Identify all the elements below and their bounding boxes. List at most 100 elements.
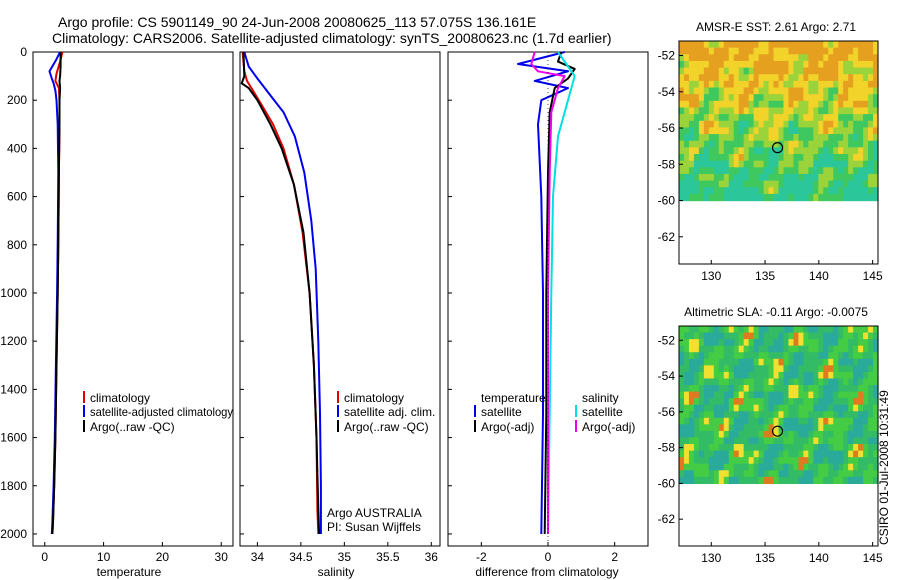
sla-map-cell bbox=[853, 391, 859, 399]
sst-map-cell bbox=[743, 107, 750, 115]
sst-map-cell bbox=[788, 60, 795, 69]
sla-map-cell bbox=[778, 457, 785, 465]
sst-map-cell bbox=[703, 54, 710, 62]
sla-map-cell bbox=[758, 470, 765, 478]
legend-label-argo: Argo(..raw -QC) bbox=[344, 420, 429, 434]
sst-map-cell bbox=[693, 120, 700, 129]
sla-map-cell bbox=[763, 430, 770, 439]
sla-map-cell bbox=[763, 470, 770, 478]
sst-map-cell bbox=[788, 67, 795, 75]
sla-map-cell bbox=[848, 332, 854, 340]
sst-map-cell bbox=[683, 173, 690, 182]
sla-map-cell bbox=[683, 470, 690, 478]
sla-map-cell bbox=[868, 476, 874, 484]
sst-map-cell bbox=[743, 160, 750, 168]
sla-map-cell bbox=[828, 437, 834, 445]
sst-map-cell bbox=[758, 167, 765, 175]
sla-map-cell bbox=[748, 444, 755, 452]
sst-map-cell bbox=[743, 127, 750, 135]
sla-map-cell bbox=[818, 332, 824, 340]
sst-map-cell bbox=[858, 54, 864, 62]
sla-map-cell bbox=[748, 345, 755, 353]
sla-map-cell bbox=[848, 417, 854, 425]
sst-map-cell bbox=[773, 100, 780, 109]
sla-map-cell bbox=[723, 398, 730, 406]
sla-map-cell bbox=[823, 437, 829, 445]
sla-map-cell bbox=[768, 371, 775, 380]
sst-map-cell bbox=[788, 160, 795, 168]
sst-map-cell bbox=[713, 80, 720, 89]
sla-map-cell bbox=[793, 365, 799, 373]
sla-map-cell bbox=[818, 450, 824, 458]
sla-map-cell bbox=[813, 411, 819, 419]
sst-map-cell bbox=[868, 180, 874, 188]
sst-map-cell bbox=[708, 74, 715, 82]
sst-map-cell bbox=[788, 134, 795, 142]
sla-map-cell bbox=[688, 371, 695, 380]
sla-map-cell bbox=[723, 371, 730, 380]
sla-map-cell bbox=[758, 444, 765, 452]
sla-map-cell bbox=[738, 326, 745, 334]
sst-map-cell bbox=[723, 94, 730, 102]
sla-map-cell bbox=[868, 457, 874, 465]
sla-map-cell bbox=[838, 332, 844, 340]
sla-map-cell bbox=[833, 365, 839, 373]
sla-map-cell bbox=[723, 339, 730, 347]
sla-map-cell bbox=[773, 385, 780, 393]
sla-map-cell bbox=[728, 470, 735, 478]
sst-map-cell bbox=[828, 80, 834, 89]
sst-map-cell bbox=[783, 140, 790, 148]
sla-map-cell bbox=[748, 417, 755, 425]
sla-map-cell bbox=[858, 332, 864, 340]
sla-map-cell bbox=[693, 339, 700, 347]
sst-map-cell bbox=[858, 147, 864, 155]
sla-map-cell bbox=[698, 365, 705, 373]
sst-map-cell bbox=[708, 120, 715, 129]
sla-map-cell bbox=[738, 424, 745, 432]
sst-map-cell bbox=[718, 140, 725, 148]
sst-map-cell bbox=[803, 180, 809, 188]
sst-map-cell bbox=[708, 41, 715, 49]
sla-map-cell bbox=[753, 391, 760, 399]
sla-map-cell bbox=[808, 411, 814, 419]
sst-map-cell bbox=[863, 114, 869, 122]
sst-map-cell bbox=[683, 167, 690, 175]
sla-map-cell bbox=[768, 352, 775, 360]
sst-map-cell bbox=[703, 160, 710, 168]
sla-map-cell bbox=[703, 424, 710, 432]
sla-map-cell bbox=[828, 326, 834, 334]
sst-map-cell bbox=[788, 54, 795, 62]
sst-map-cell bbox=[743, 60, 750, 69]
sst-map-cell bbox=[773, 67, 780, 75]
legend-title-temperature: temperature bbox=[481, 391, 546, 405]
sst-map-cell bbox=[788, 167, 795, 175]
sla-map-cell bbox=[858, 352, 864, 360]
sst-map-cell bbox=[773, 160, 780, 168]
sst-map-cell bbox=[738, 100, 745, 109]
sst-map-cell bbox=[823, 167, 829, 175]
sst-map-cell bbox=[773, 47, 780, 55]
sla-map-cell bbox=[758, 339, 765, 347]
sla-map-frame bbox=[678, 325, 879, 547]
sst-map-cell bbox=[703, 140, 710, 148]
sla-map-cell bbox=[708, 371, 715, 380]
sla-map-cell bbox=[788, 470, 795, 478]
sla-map-cell bbox=[748, 398, 755, 406]
sla-map-cell bbox=[793, 404, 799, 412]
sst-map-cell bbox=[763, 41, 770, 49]
sla-map-cell bbox=[818, 371, 824, 380]
sla-map-cell bbox=[743, 398, 750, 406]
sla-map-cell bbox=[828, 332, 834, 340]
sst-map-cell bbox=[773, 120, 780, 129]
sst-map-cell bbox=[843, 94, 849, 102]
sla-map-cell bbox=[818, 339, 824, 347]
sst-map-cell bbox=[843, 41, 849, 49]
sla-map-cell bbox=[679, 424, 685, 432]
sla-map-cell bbox=[798, 365, 804, 373]
sla-map-cell bbox=[718, 365, 725, 373]
sla-map-cell bbox=[868, 385, 874, 393]
sla-map-cell bbox=[848, 352, 854, 360]
sst-map-cell bbox=[848, 74, 854, 82]
sla-map-cell bbox=[753, 398, 760, 406]
sst-map-cell bbox=[778, 127, 785, 135]
